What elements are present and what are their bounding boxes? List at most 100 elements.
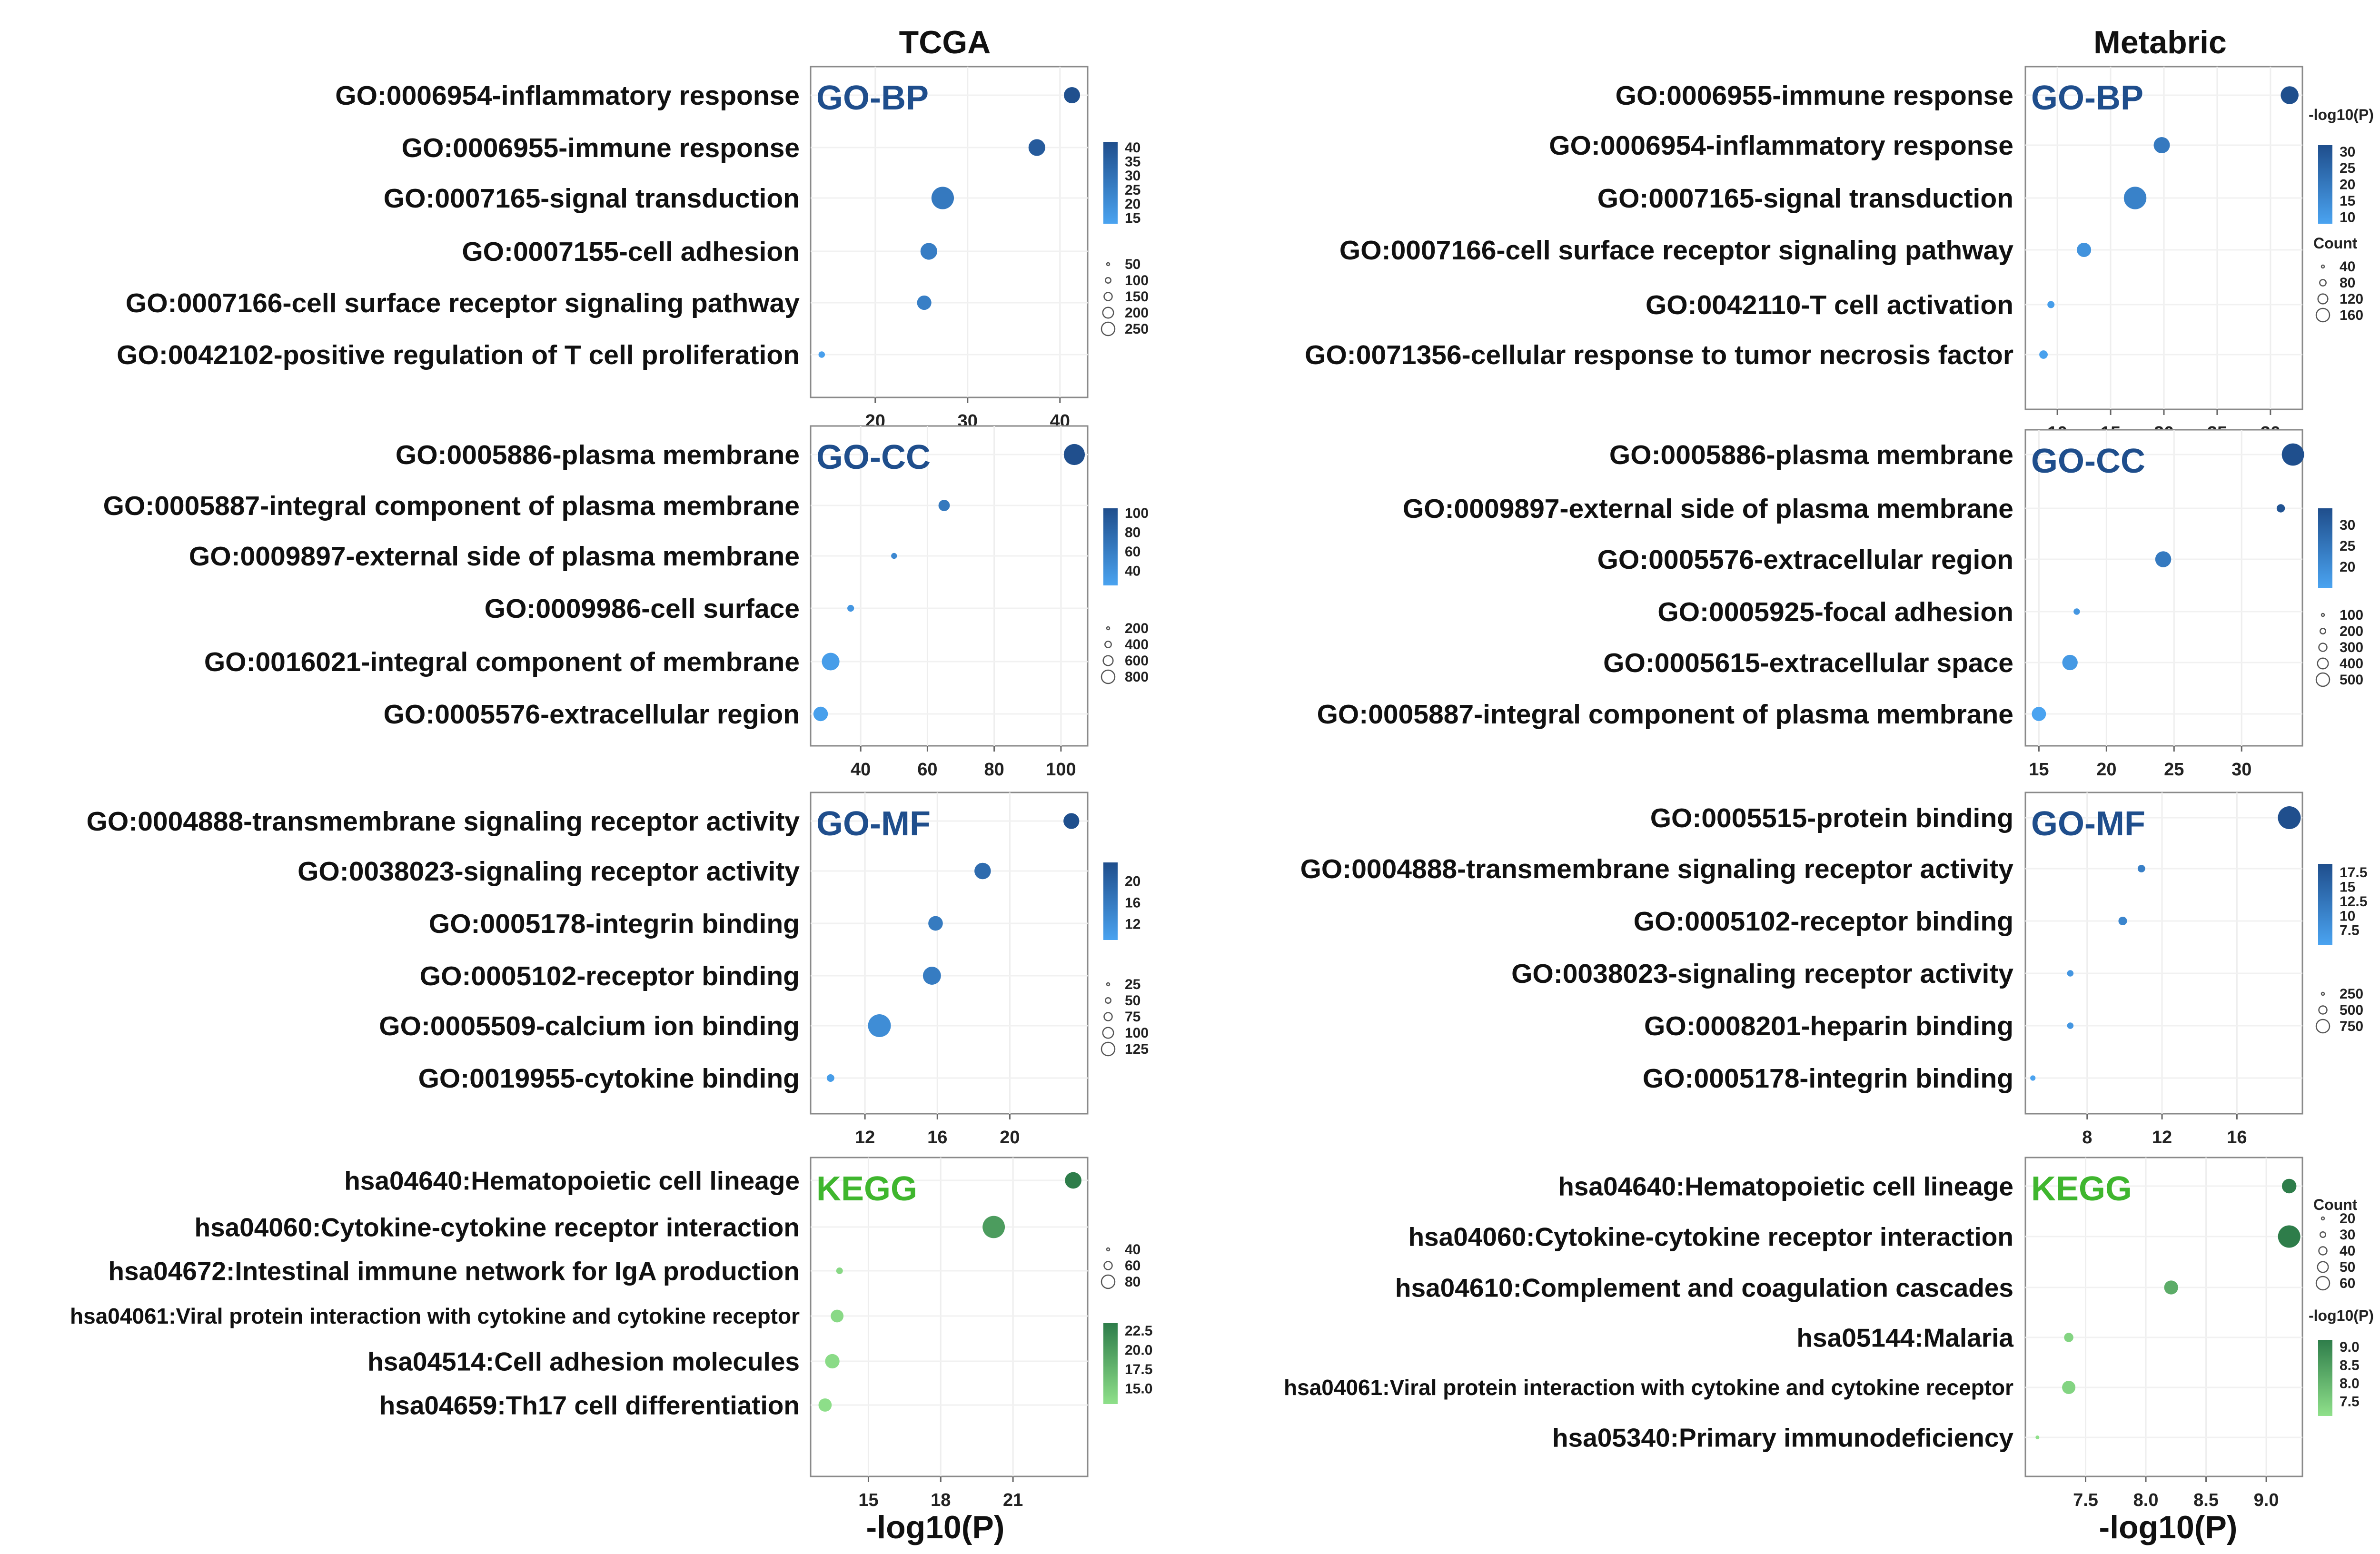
column-title-tcga: TCGA [899, 24, 991, 60]
color-legend-label: 8.5 [2340, 1357, 2360, 1373]
data-point [2067, 1022, 2074, 1029]
color-legend-bar [2318, 864, 2332, 945]
color-legend-title: -log10(P) [2309, 1307, 2374, 1324]
data-point [2281, 443, 2304, 466]
size-legend-label: 160 [2340, 307, 2363, 323]
term-label: GO:0008201-heparin binding [1644, 1011, 2013, 1041]
data-point [847, 604, 854, 612]
size-legend-key [2318, 643, 2328, 652]
data-point [2137, 865, 2145, 872]
term-label: GO:0042102-positive regulation of T cell… [117, 340, 800, 370]
term-label: GO:0007165-signal transduction [1597, 183, 2013, 214]
color-legend-label: 17.5 [2340, 865, 2367, 881]
size-legend-key [2318, 1246, 2328, 1256]
color-legend-label: 20 [2340, 177, 2355, 193]
size-legend-label: 50 [1125, 993, 1140, 1009]
data-point [818, 351, 825, 358]
term-label: GO:0007155-cell adhesion [462, 237, 800, 267]
term-label: GO:0005887-integral component of plasma … [103, 491, 800, 521]
data-point [2039, 350, 2048, 359]
color-legend-label: 20.0 [1125, 1343, 1152, 1358]
size-legend-label: 50 [2340, 1259, 2355, 1275]
data-point [2281, 86, 2299, 104]
color-legend-label: 10 [2340, 209, 2355, 225]
data-point [2073, 608, 2080, 615]
term-label: GO:0019955-cytokine binding [418, 1063, 800, 1094]
size-legend-label: 40 [1125, 1242, 1140, 1257]
x-tick-label: 25 [2164, 760, 2184, 780]
data-point [917, 295, 932, 310]
size-legend-key [1105, 997, 1111, 1004]
term-label: hsa05340:Primary immunodeficiency [1552, 1423, 2013, 1452]
size-legend-label: 30 [2340, 1227, 2355, 1243]
size-legend-label: 25 [1125, 977, 1140, 992]
x-tick-label: 100 [1046, 760, 1076, 780]
data-point [2064, 1333, 2073, 1342]
size-legend-label: 150 [1125, 289, 1149, 305]
panel-metabric-go-bp: 1015202530 GO-BP GO:0006955-immune respons… [1305, 66, 2374, 443]
color-legend-label: 60 [1125, 544, 1140, 560]
data-point [818, 1398, 832, 1412]
plot-frame [2024, 1157, 2303, 1477]
term-label: GO:0005925-focal adhesion [1657, 597, 2013, 627]
x-tick-label: 7.5 [2073, 1490, 2098, 1510]
panel-metabric-go-mf: 8 12 16 GO-MF GO:0005515-protein binding GO:0… [1300, 792, 2367, 1148]
size-legend-label: 40 [2340, 259, 2355, 275]
data-point [2030, 1075, 2036, 1081]
plot-frame [810, 792, 1089, 1115]
data-point [868, 1014, 891, 1037]
size-legend-title: Count [2313, 1196, 2358, 1213]
data-point [826, 1074, 834, 1082]
x-axis-title-metabric: -log10(P) [2099, 1509, 2238, 1545]
color-legend-label: 40 [1125, 140, 1140, 156]
data-point [974, 862, 991, 880]
data-point [2077, 242, 2092, 257]
x-tick-label: 8.0 [2133, 1490, 2159, 1510]
x-axis-title-tcga: -log10(P) [866, 1509, 1005, 1545]
size-legend-key [1102, 307, 1114, 319]
category-tag: GO-BP [2031, 79, 2143, 117]
term-label: GO:0006954-inflammatory response [335, 80, 800, 111]
size-legend-key [2315, 672, 2330, 687]
x-tick-label: 12 [855, 1128, 875, 1148]
term-label: GO:0016021-integral component of membran… [204, 647, 800, 677]
size-legend-key [2315, 307, 2330, 323]
x-tick-label: 8 [2082, 1128, 2092, 1148]
size-legend-label: 120 [2340, 291, 2363, 307]
term-label: GO:0006954-inflammatory response [1549, 130, 2013, 161]
color-legend-bar [2318, 145, 2332, 224]
term-label: GO:0042110-T cell activation [1646, 290, 2013, 320]
color-legend-label: 12 [1125, 916, 1140, 932]
size-legend-key [2317, 293, 2329, 305]
color-legend-bar [2318, 1340, 2332, 1416]
size-legend-label: 40 [2340, 1243, 2355, 1259]
data-point [831, 1309, 844, 1323]
data-point [922, 967, 941, 985]
data-point [836, 1267, 843, 1274]
color-legend-label: 25 [2340, 538, 2355, 554]
size-legend-key [1101, 321, 1116, 337]
size-legend-key [1101, 1274, 1116, 1289]
color-legend-label: 20 [1125, 196, 1140, 212]
x-tick-label: 30 [2231, 760, 2251, 780]
term-label: hsa04610:Complement and coagulation casc… [1395, 1273, 2013, 1302]
size-legend-label: 200 [1125, 621, 1149, 636]
color-legend-label: 7.5 [2340, 923, 2360, 939]
color-legend-label: 15.0 [1125, 1381, 1152, 1397]
x-tick-label: 16 [927, 1128, 947, 1148]
panel-tcga-go-cc: 40 60 80 100 GO-CC GO:0005886-plasma membrane… [103, 425, 1149, 780]
term-label: hsa04640:Hematopoietic cell lineage [344, 1166, 800, 1195]
term-label: GO:0009897-external side of plasma membr… [1403, 494, 2013, 524]
term-label: GO:0038023-signaling receptor activity [298, 856, 800, 887]
color-legend-label: 15 [1125, 210, 1140, 226]
data-point [2123, 187, 2147, 209]
size-legend-key [1106, 626, 1111, 631]
term-label: hsa04659:Th17 cell differentiation [379, 1390, 800, 1420]
term-label: GO:0038023-signaling receptor activity [1511, 959, 2013, 989]
x-tick-label: 8.5 [2193, 1490, 2219, 1510]
data-point [1063, 813, 1080, 829]
term-label: GO:0007165-signal transduction [384, 183, 800, 214]
size-legend-label: 20 [2340, 1211, 2355, 1227]
color-legend-bar [2318, 508, 2332, 588]
